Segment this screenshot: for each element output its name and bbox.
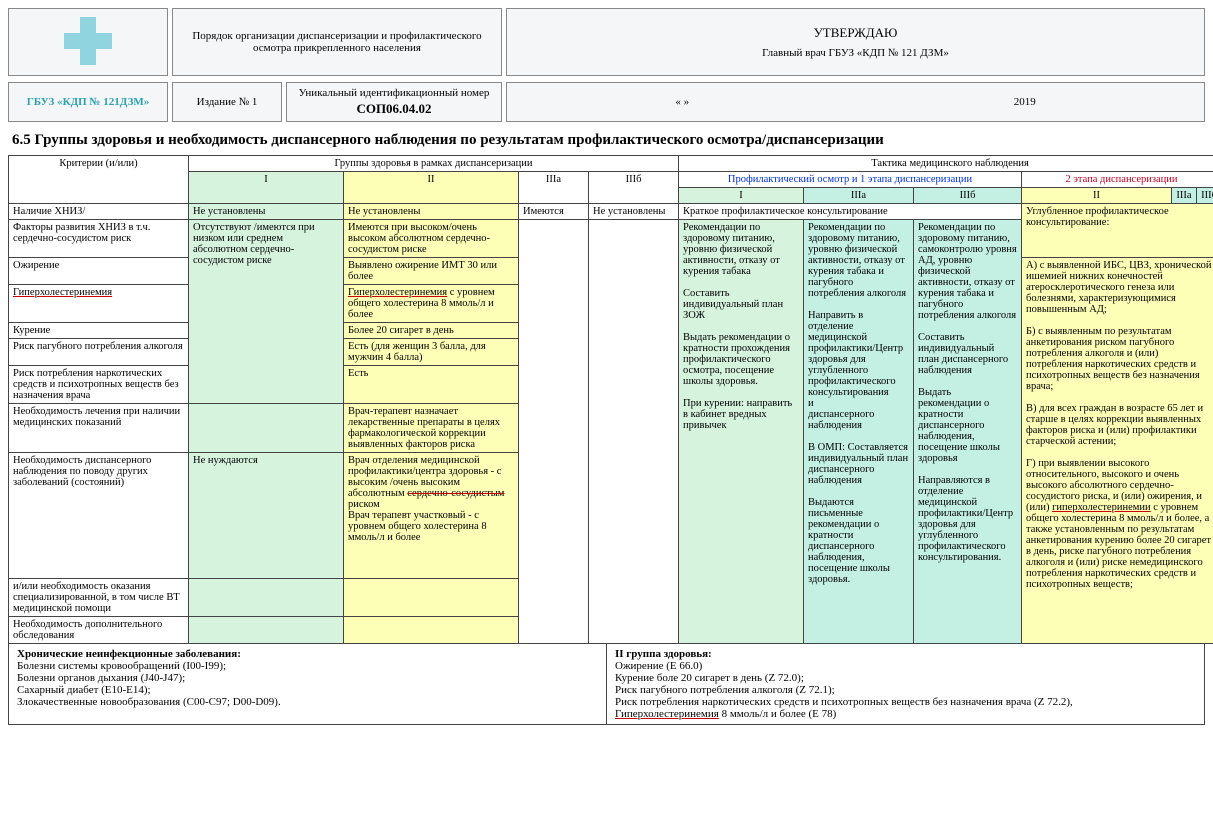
footer-left: Хронические неинфекционные заболевания: …: [9, 644, 607, 724]
medical-cross-icon: [64, 17, 112, 65]
row-label: Необходимость дополнительного обследован…: [9, 617, 189, 644]
row-cell: [344, 617, 519, 644]
th-t-iiib: IIIб: [914, 188, 1022, 204]
row-label: Наличие ХНИЗ/: [9, 204, 189, 220]
row-cell: Не установлены: [189, 204, 344, 220]
footer-line: Риск потребления наркотических средств и…: [615, 696, 1196, 708]
footer-left-title: Хронические неинфекционные заболевания:: [17, 648, 598, 660]
docid-cell: Уникальный идентификационный номер СОП06…: [286, 82, 502, 122]
th-tactics: Тактика медицинского наблюдения: [679, 156, 1213, 172]
stage2-cont: с уровнем общего холестерина 8 ммоль/л и…: [1026, 502, 1211, 590]
row-label: Курение: [9, 323, 189, 339]
footer-right: II группа здоровья: Ожирение (Е 66.0) Ку…: [607, 644, 1204, 724]
cell-under: Гиперхолестеринемия: [348, 287, 447, 298]
row-cell: Краткое профилактическое консультировани…: [679, 204, 1022, 220]
row-cell: Есть: [344, 366, 519, 404]
row-cell: Не установлены: [589, 204, 679, 220]
title-cell: Порядок организации диспансеризации и пр…: [172, 8, 502, 76]
tactics-col-iiia: Рекомендации по здоровому питанию, уровн…: [804, 220, 914, 644]
row-label: Ожирение: [9, 258, 189, 285]
stage2-text: А) с выявленной ИБС, ЦВЗ, хронической иш…: [1026, 260, 1211, 513]
th-s-ii: II: [1022, 188, 1172, 204]
row-label: Необходимость диспансерного наблюдения п…: [9, 453, 189, 579]
th-t-i: I: [679, 188, 804, 204]
footer-line: Злокачественные новообразования (С00-С97…: [17, 696, 598, 708]
date-quote: « »: [675, 96, 689, 108]
row-cell: Отсутствуют /имеются при низком или сред…: [189, 220, 344, 404]
row-cell: Врач-терапевт назначает лекарственные пр…: [344, 404, 519, 453]
row-label: Риск потребления наркотических средств и…: [9, 366, 189, 404]
row-cell: [189, 579, 344, 617]
doc-header: Порядок организации диспансеризации и пр…: [8, 8, 1205, 122]
footer-right-title: II группа здоровья:: [615, 648, 1196, 660]
approve-role: Главный врач ГБУЗ «КДП № 121 ДЗМ»: [762, 47, 949, 59]
footer-line: Риск пагубного потребления алкоголя (Z 7…: [615, 684, 1196, 696]
row-cell: [189, 404, 344, 453]
th-s-iiia: IIIа: [1172, 188, 1197, 204]
row-cell: [344, 579, 519, 617]
section-title: 6.5 Группы здоровья и необходимость дисп…: [12, 132, 1205, 149]
th-groups: Группы здоровья в рамках диспансеризации: [189, 156, 679, 172]
row-cell: Врач отделения медицинской профилактики/…: [344, 453, 519, 579]
tactics-col-iiib: Рекомендации по здоровому питанию, самок…: [914, 220, 1022, 644]
doc-id: СОП06.04.02: [356, 101, 431, 117]
row-cell: Гиперхолестеринемия с уровнем общего хол…: [344, 285, 519, 323]
th-col-i: I: [189, 172, 344, 204]
row-label: Риск пагубного потребления алкоголя: [9, 339, 189, 366]
th-t-iiia: IIIа: [804, 188, 914, 204]
row-label: Гиперхолестеринемия: [9, 285, 189, 323]
th-tactics-stage2: 2 этапа диспансеризации: [1022, 172, 1213, 188]
footer-under: Гиперхолестеринемия: [615, 708, 719, 720]
th-criteria: Критерии (и/или): [9, 156, 189, 204]
row-cell: Выявлено ожирение ИМТ 30 или более: [344, 258, 519, 285]
footer-line: Болезни органов дыхания (J40-J47);: [17, 672, 598, 684]
row-label-text: Гиперхолестеринемия: [13, 287, 112, 298]
row-label: Факторы развития ХНИЗ в т.ч. сердечно-со…: [9, 220, 189, 258]
th-col-iiib: IIIб: [589, 172, 679, 204]
row-label: Необходимость лечения при наличии медици…: [9, 404, 189, 453]
footer-line: Гиперхолестеринемия 8 ммоль/л и более (Е…: [615, 708, 1196, 720]
th-col-iiia: IIIа: [519, 172, 589, 204]
row-label: и/или необходимость оказания специализир…: [9, 579, 189, 617]
row-cell: Более 20 сигарет в день: [344, 323, 519, 339]
row-cell: [519, 220, 589, 644]
cell-part2: риском Врач терапевт участковый - с уров…: [348, 499, 487, 543]
date-cell: « » 2019: [506, 82, 1205, 122]
date-year: 2019: [1014, 96, 1036, 108]
stage2-underline: гиперхолестеринемии: [1052, 502, 1151, 513]
org-name-cell: ГБУЗ «КДП № 121ДЗМ»: [8, 82, 168, 122]
unique-id-label: Уникальный идентификационный номер: [299, 87, 490, 99]
th-col-ii: II: [344, 172, 519, 204]
th-s-iiib: IIIб: [1197, 188, 1213, 204]
footer-rest: 8 ммоль/л и более (Е 78): [719, 708, 836, 720]
logo-cell: [8, 8, 168, 76]
footer-line: Болезни системы кровообращений (I00-I99)…: [17, 660, 598, 672]
footer-line: Курение боле 20 сигарет в день (Z 72.0);: [615, 672, 1196, 684]
footer-block: Хронические неинфекционные заболевания: …: [8, 644, 1205, 725]
doc-main-title: Порядок организации диспансеризации и пр…: [179, 30, 495, 54]
approve-title: УТВЕРЖДАЮ: [814, 25, 898, 41]
org-name: ГБУЗ «КДП № 121ДЗМ»: [27, 96, 150, 108]
tactics-col-i: Рекомендации по здоровому питанию, уровн…: [679, 220, 804, 644]
cell-cross: сердечно-сосудистым: [407, 488, 504, 499]
edition-cell: Издание № 1: [172, 82, 282, 122]
edition-text: Издание № 1: [197, 96, 258, 108]
footer-line: Ожирение (Е 66.0): [615, 660, 1196, 672]
row-cell: Есть (для женщин 3 балла, для мужчин 4 б…: [344, 339, 519, 366]
row-cell: Не нуждаются: [189, 453, 344, 579]
th-tactics-prof: Профилактический осмотр и 1 этапа диспан…: [679, 172, 1022, 188]
row-cell: Углубленное профилактическое консультиро…: [1022, 204, 1213, 258]
row-cell: Имеются при высоком/очень высоком абсолю…: [344, 220, 519, 258]
stage2-cell: А) с выявленной ИБС, ЦВЗ, хронической иш…: [1022, 258, 1213, 644]
approve-cell: УТВЕРЖДАЮ Главный врач ГБУЗ «КДП № 121 Д…: [506, 8, 1205, 76]
footer-line: Сахарный диабет (Е10-Е14);: [17, 684, 598, 696]
row-cell: [189, 617, 344, 644]
row-cell: Имеются: [519, 204, 589, 220]
row-cell: Не установлены: [344, 204, 519, 220]
row-cell: [589, 220, 679, 644]
main-table: Критерии (и/или) Группы здоровья в рамка…: [8, 155, 1213, 644]
